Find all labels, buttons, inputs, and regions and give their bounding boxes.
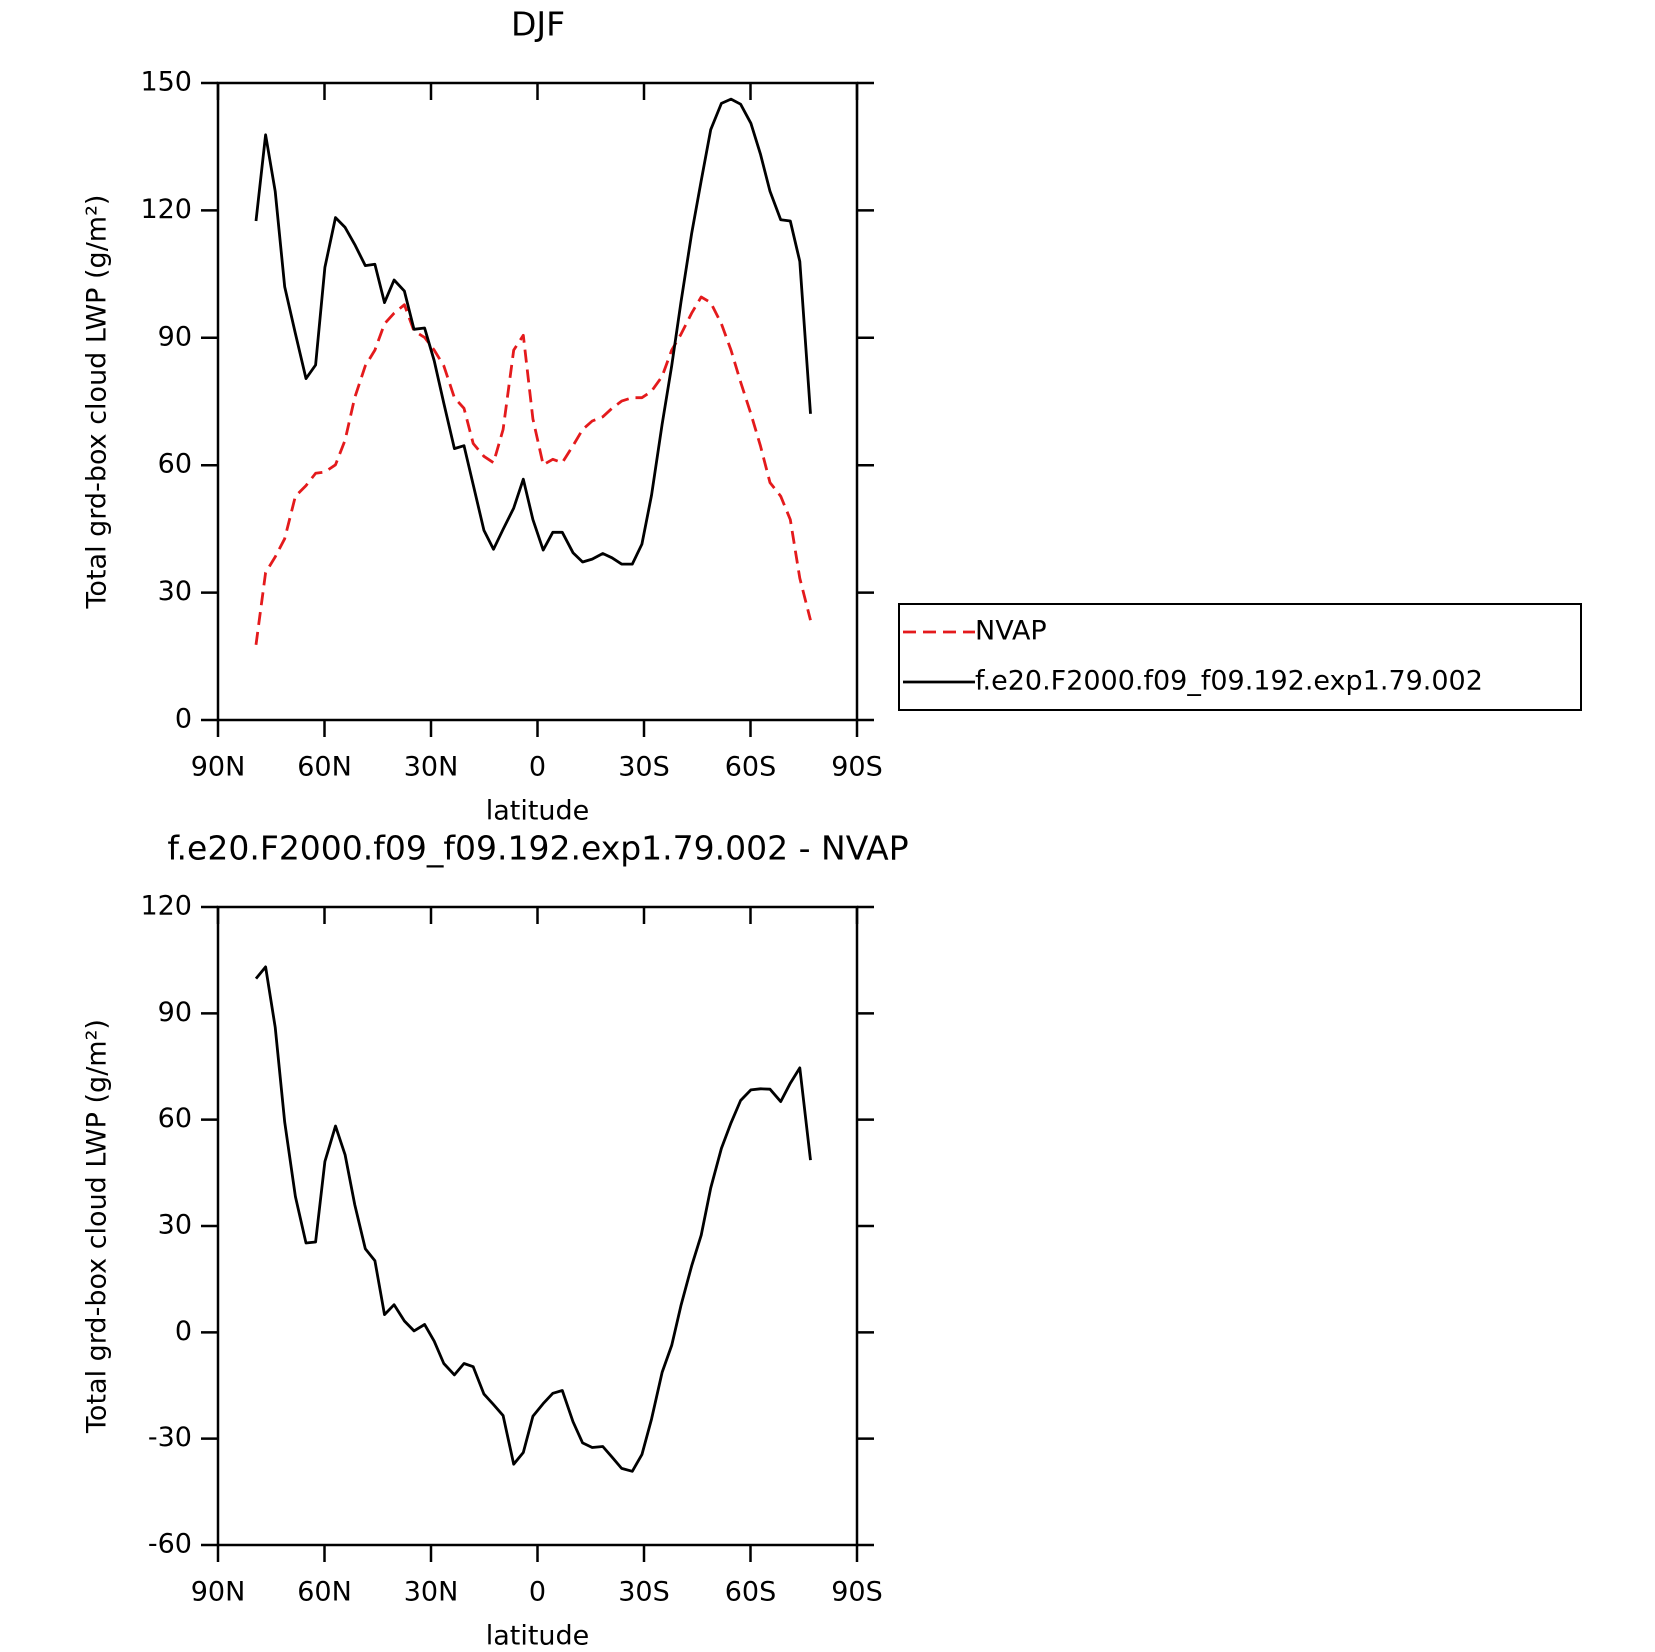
x-tick-label: 90N: [191, 1577, 246, 1608]
series-line: [254, 295, 812, 645]
plot-frame: [216, 81, 859, 722]
legend-label: f.e20.F2000.f09_f09.192.exp1.79.002: [975, 666, 1483, 697]
legend-label: NVAP: [975, 616, 1047, 647]
x-tick-label: 60S: [725, 1577, 777, 1608]
y-tick-label: 120: [140, 891, 192, 922]
x-tick-label: 60N: [297, 1577, 352, 1608]
plot-frame: [216, 905, 859, 1547]
legend-box: [898, 603, 1582, 711]
x-tick-label: 30N: [404, 1577, 459, 1608]
x-tick-label: 0: [529, 752, 546, 783]
y-tick-label: 0: [175, 1316, 192, 1347]
y-tick-label: 30: [158, 576, 192, 607]
series-line: [254, 97, 812, 566]
x-tick-label: 60N: [297, 752, 352, 783]
series-line: [254, 965, 812, 1473]
y-tick-label: 60: [158, 449, 192, 480]
chart-title: DJF: [511, 5, 565, 44]
x-tick-label: 0: [529, 1577, 546, 1608]
y-tick-label: -30: [148, 1422, 192, 1453]
x-tick-label: 30S: [618, 752, 670, 783]
y-tick-label: 150: [140, 67, 192, 98]
chart-title: f.e20.F2000.f09_f09.192.exp1.79.002 - NV…: [167, 829, 908, 868]
y-tick-label: -60: [148, 1529, 192, 1560]
y-axis-label: Total grd-box cloud LWP (g/m²): [82, 195, 113, 610]
x-tick-label: 90N: [191, 752, 246, 783]
x-tick-label: 90S: [831, 1577, 883, 1608]
y-tick-label: 60: [158, 1103, 192, 1134]
x-tick-label: 30S: [618, 1577, 670, 1608]
y-tick-label: 90: [158, 321, 192, 352]
x-tick-label: 60S: [725, 752, 777, 783]
y-tick-label: 0: [175, 704, 192, 735]
y-axis-label: Total grd-box cloud LWP (g/m²): [82, 1019, 113, 1434]
x-tick-label: 90S: [831, 752, 883, 783]
y-tick-label: 120: [140, 194, 192, 225]
y-tick-label: 30: [158, 1210, 192, 1241]
x-axis-label: latitude: [486, 796, 590, 827]
x-axis-label: latitude: [486, 1621, 590, 1652]
y-tick-label: 90: [158, 997, 192, 1028]
x-tick-label: 30N: [404, 752, 459, 783]
